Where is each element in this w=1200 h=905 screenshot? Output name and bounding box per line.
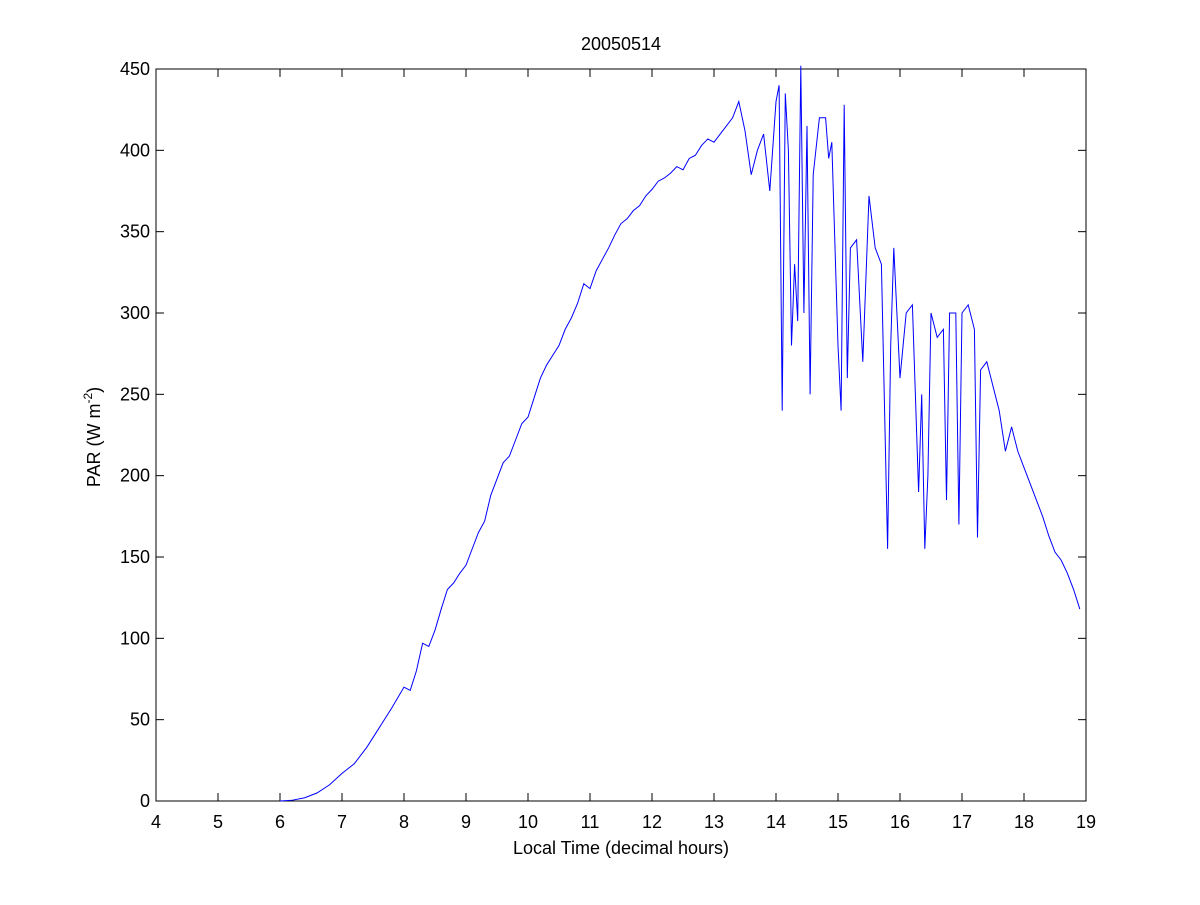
x-tick-label: 19 [1076,812,1096,832]
x-tick-label: 11 [581,812,600,832]
y-tick-label: 250 [120,384,150,404]
x-tick-label: 8 [399,812,409,832]
x-tick-label: 12 [642,812,662,832]
x-tick-label: 15 [828,812,848,832]
y-tick-label: 300 [120,303,150,323]
y-label-sup: -2 [81,393,95,404]
x-tick-label: 6 [275,812,285,832]
x-tick-label: 14 [766,812,786,832]
x-tick-label: 18 [1014,812,1034,832]
y-axis-label: PAR (W m-2) [81,387,104,487]
y-tick-label: 350 [120,222,150,242]
x-tick-label: 9 [461,812,471,832]
x-tick-label: 7 [337,812,347,832]
y-label-end: ) [84,387,104,393]
plot-frame [155,68,1087,802]
x-tick-label: 10 [518,812,538,832]
y-tick-label: 0 [140,791,150,811]
y-tick-label: 100 [120,628,150,648]
y-tick-label: 50 [130,710,150,730]
x-tick-label: 4 [151,812,161,832]
x-tick-label: 17 [952,812,972,832]
x-tick-label: 5 [213,812,223,832]
data-line [279,65,1081,802]
y-tick-label: 150 [120,547,150,567]
chart-title: 20050514 [581,34,661,54]
x-axis-label: Local Time (decimal hours) [513,838,729,858]
y-tick-label: 450 [120,59,150,79]
y-label-text: PAR (W m [84,404,104,488]
y-tick-label: 200 [120,466,150,486]
x-tick-label: 16 [890,812,910,832]
x-tick-label: 13 [704,812,724,832]
y-tick-label: 400 [120,140,150,160]
